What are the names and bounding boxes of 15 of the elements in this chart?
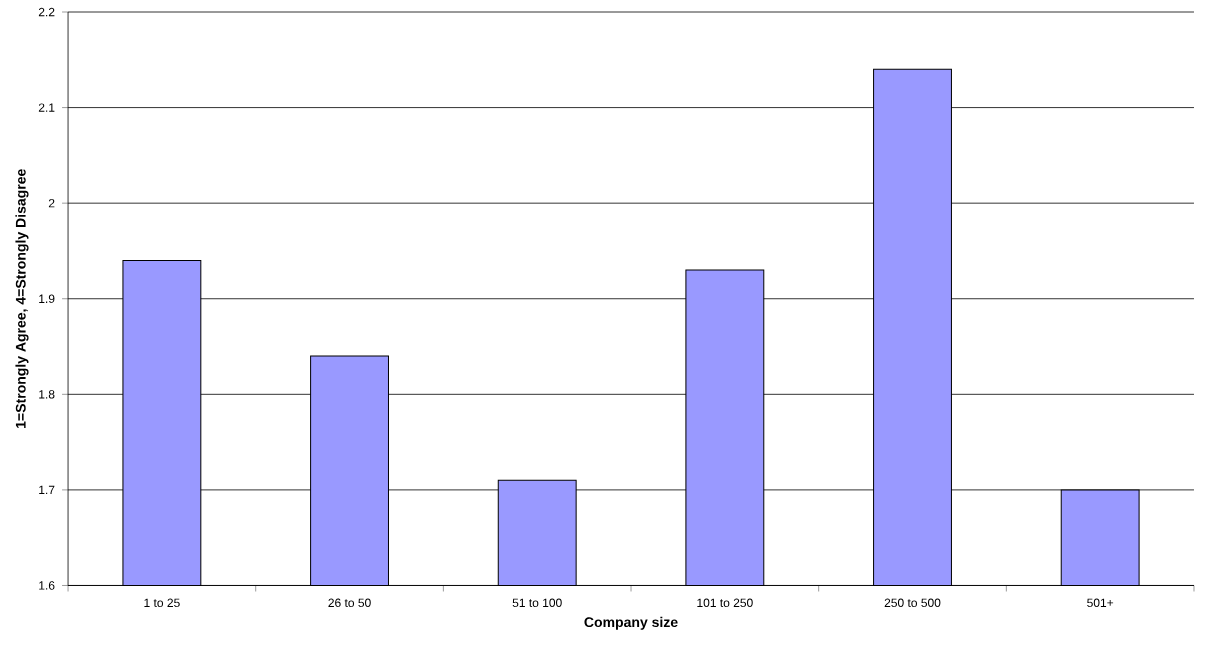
x-axis-title: Company size xyxy=(584,617,678,631)
x-tick-label: 101 to 250 xyxy=(697,598,753,608)
x-tick-label: 1 to 25 xyxy=(144,598,180,608)
y-tick-label: 1.6 xyxy=(39,581,55,590)
x-tick-label: 51 to 100 xyxy=(512,598,562,608)
y-tick-label: 2 xyxy=(48,199,55,208)
y-tick-label: 1.9 xyxy=(39,294,55,304)
x-tick-label: 501+ xyxy=(1087,598,1114,608)
y-axis-title: 1=Strongly Agree, 4=Strongly Disagree xyxy=(15,169,29,429)
y-tick-label: 2.2 xyxy=(38,8,55,17)
x-tick-label: 26 to 50 xyxy=(328,598,371,608)
x-tick-label: 250 to 500 xyxy=(884,598,941,608)
y-tick-label: 1.8 xyxy=(39,390,55,399)
y-tick-label: 2.1 xyxy=(38,103,55,113)
y-tick-label: 1.7 xyxy=(39,486,55,495)
